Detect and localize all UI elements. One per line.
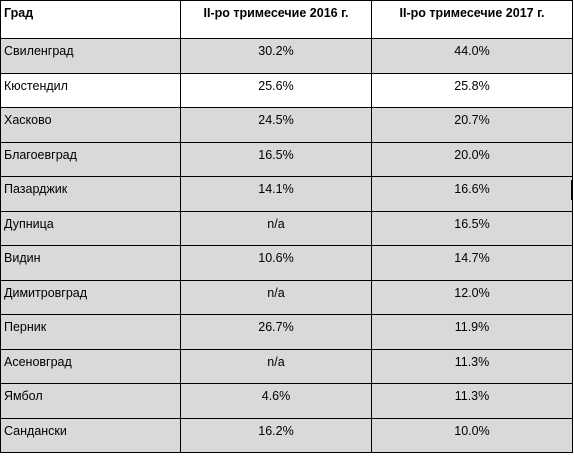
cell-city: Димитровград (0, 279, 181, 315)
table-row: Хасково 24.5% 20.7% (0, 107, 573, 143)
table-row: Свиленград 30.2% 44.0% (0, 38, 573, 74)
cell-q2-2017: 20.7% (371, 107, 573, 143)
cell-q2-2016: n/a (180, 210, 372, 246)
cell-q2-2016: 16.5% (180, 141, 372, 177)
table-row: Кюстендил 25.6% 25.8% (0, 72, 573, 108)
cell-q2-2016: 25.6% (180, 72, 372, 108)
table-row: Благоевград 16.5% 20.0% (0, 141, 573, 177)
table-row: Дупница n/a 16.5% (0, 210, 573, 246)
cell-q2-2017: 10.0% (371, 417, 573, 453)
cell-q2-2016: 16.2% (180, 417, 372, 453)
header-city: Град (0, 0, 181, 39)
table-header-row: Град II-ро тримесечие 2016 г. II-ро трим… (0, 0, 573, 39)
cell-city: Пазарджик (0, 176, 181, 212)
cell-q2-2016: 26.7% (180, 314, 372, 350)
cell-city: Видин (0, 245, 181, 281)
table-row: Сандански 16.2% 10.0% (0, 417, 573, 453)
cell-q2-2016: 4.6% (180, 383, 372, 419)
table-row: Пазарджик 14.1% 16.6% (0, 176, 573, 212)
cell-q2-2017: 20.0% (371, 141, 573, 177)
header-q2-2016: II-ро тримесечие 2016 г. (180, 0, 372, 39)
cell-q2-2017: 12.0% (371, 279, 573, 315)
text-cursor (571, 180, 572, 200)
table-row: Перник 26.7% 11.9% (0, 314, 573, 350)
header-q2-2017: II-ро тримесечие 2017 г. (371, 0, 573, 39)
cell-city: Асеновград (0, 348, 181, 384)
cell-q2-2017: 11.9% (371, 314, 573, 350)
cell-q2-2016: 24.5% (180, 107, 372, 143)
cell-city: Сандански (0, 417, 181, 453)
table-row: Ямбол 4.6% 11.3% (0, 383, 573, 419)
table-row: Видин 10.6% 14.7% (0, 245, 573, 281)
cell-q2-2016: 14.1% (180, 176, 372, 212)
cell-q2-2016: n/a (180, 348, 372, 384)
cell-city: Свиленград (0, 38, 181, 74)
table-body: Свиленград 30.2% 44.0% Кюстендил 25.6% 25.8% Х… (0, 38, 573, 453)
cell-city: Ямбол (0, 383, 181, 419)
cell-q2-2016: 30.2% (180, 38, 372, 74)
cell-q2-2017: 16.6% (371, 176, 573, 212)
cell-q2-2017: 14.7% (371, 245, 573, 281)
cell-q2-2017: 16.5% (371, 210, 573, 246)
cell-q2-2017: 11.3% (371, 383, 573, 419)
cell-q2-2017: 25.8% (371, 72, 573, 108)
cell-city: Хасково (0, 107, 181, 143)
cell-city: Благоевград (0, 141, 181, 177)
table-row: Асеновград n/a 11.3% (0, 348, 573, 384)
cell-city: Кюстендил (0, 72, 181, 108)
cell-q2-2016: 10.6% (180, 245, 372, 281)
cell-q2-2017: 44.0% (371, 38, 573, 74)
table-row: Димитровград n/a 12.0% (0, 279, 573, 315)
cell-q2-2016: n/a (180, 279, 372, 315)
cell-q2-2017: 11.3% (371, 348, 573, 384)
cell-city: Дупница (0, 210, 181, 246)
cell-city: Перник (0, 314, 181, 350)
city-comparison-table: Град II-ро тримесечие 2016 г. II-ро трим… (0, 0, 573, 453)
